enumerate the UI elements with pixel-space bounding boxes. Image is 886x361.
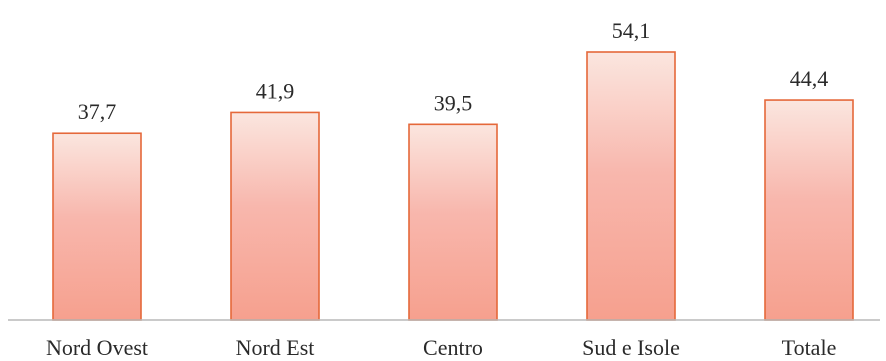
- category-label: Nord Est: [236, 335, 315, 360]
- value-label: 37,7: [78, 99, 117, 124]
- category-label: Totale: [782, 335, 837, 360]
- bar-totale: [764, 99, 854, 321]
- category-label: Centro: [423, 335, 483, 360]
- bar-sud-e-isole: [586, 51, 676, 321]
- bar-centro: [408, 123, 498, 321]
- value-label: 44,4: [790, 66, 829, 91]
- category-label: Nord Ovest: [46, 335, 148, 360]
- category-labels-group: Nord Ovest Nord Est Centro Sud e Isole Total…: [46, 335, 836, 360]
- value-label: 39,5: [434, 90, 473, 115]
- value-label: 41,9: [256, 78, 295, 103]
- value-label: 54,1: [612, 18, 651, 43]
- bars-group: [52, 51, 854, 321]
- bar-nord-est: [230, 111, 320, 321]
- category-label: Sud e Isole: [582, 335, 680, 360]
- bar-nord-ovest: [52, 132, 142, 321]
- value-labels-group: 37,7 41,9 39,5 54,1 44,4: [78, 18, 829, 124]
